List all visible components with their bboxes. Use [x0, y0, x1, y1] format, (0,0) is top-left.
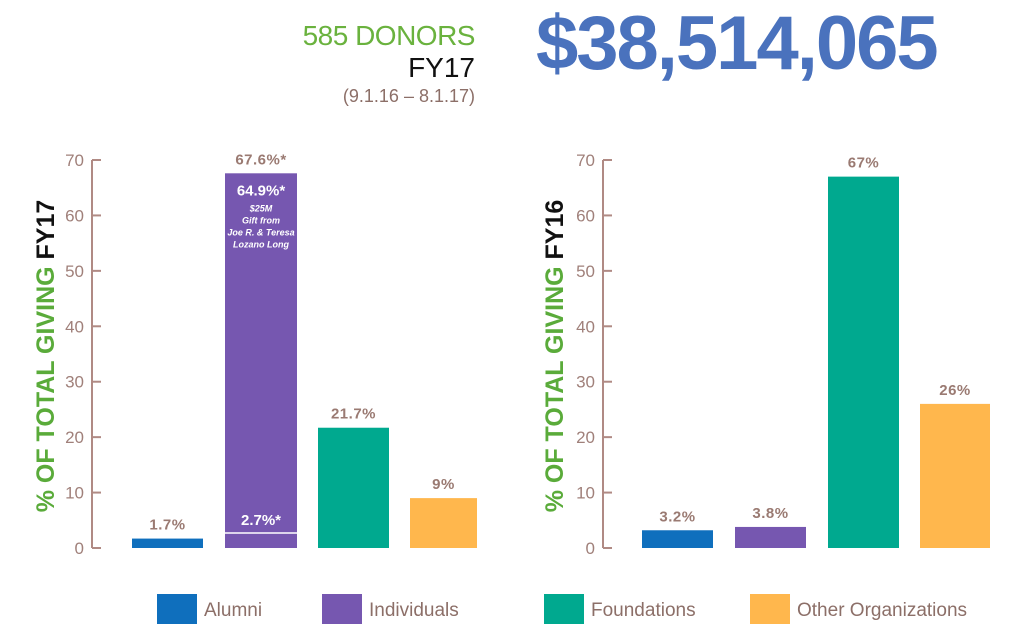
date-range: (9.1.16 – 8.1.17) [342, 86, 475, 106]
bar-foundations [318, 427, 389, 548]
y-tick-label: 40 [65, 317, 84, 336]
legend-label: Foundations [591, 600, 696, 621]
y-tick-label: 10 [65, 484, 84, 503]
total-giving-amount: $38,514,065 [536, 1, 939, 86]
bar-value-label: 3.8% [752, 505, 788, 522]
y-tick-label: 40 [576, 317, 595, 336]
y-axis-label-suffix: FY16 [541, 200, 569, 260]
bar-other-organizations [410, 498, 477, 548]
y-axis-label: % OF TOTAL GIVING FY17 [32, 200, 60, 513]
chart-fy17: 0 10 20 30 40 50 60 70 % OF TOTAL GIVING FY17 1.7… [32, 151, 477, 558]
bar-value-label: 1.7% [149, 517, 185, 534]
bar-alumni [642, 530, 713, 548]
chart-fy16: 0 10 20 30 40 50 60 70 % OF TOTAL GIVING FY16 3.2… [541, 151, 990, 558]
y-tick-label: 0 [75, 539, 84, 558]
y-tick-label: 10 [576, 484, 595, 503]
y-tick-label: 0 [586, 539, 595, 558]
bar-alumni [132, 538, 203, 548]
gift-note-line: $25M [249, 203, 273, 213]
bar-gift-label: 64.9%* [237, 182, 286, 199]
y-tick-label: 30 [576, 373, 595, 392]
gift-note-line: Gift from [242, 215, 280, 225]
legend-swatch [750, 594, 790, 624]
bar-individuals [225, 173, 297, 548]
gift-note-line: Joe R. & Teresa [227, 227, 294, 237]
bar-individuals [735, 526, 806, 548]
legend-item: Alumni [157, 594, 262, 624]
legend-item: Other Organizations [750, 594, 967, 624]
bar-value-label: 67.6%* [235, 151, 286, 168]
y-tick-label: 30 [65, 373, 84, 392]
legend-item: Foundations [544, 594, 696, 624]
donor-count: 585 DONORS [302, 20, 476, 51]
legend: Alumni Individuals Foundations Other Organi… [157, 594, 967, 624]
y-tick-label: 60 [65, 206, 84, 225]
legend-item: Individuals [322, 594, 459, 624]
y-tick-label: 50 [576, 262, 595, 281]
bar-value-label: 9% [432, 476, 455, 493]
y-axis-label-prefix: % OF TOTAL GIVING [32, 259, 60, 512]
y-tick-label: 50 [65, 262, 84, 281]
y-axis-label-prefix: % OF TOTAL GIVING [541, 259, 569, 512]
y-axis-label: % OF TOTAL GIVING FY16 [541, 200, 569, 513]
y-axis-label-suffix: FY17 [32, 200, 60, 260]
legend-label: Other Organizations [797, 600, 967, 621]
y-tick-label: 20 [576, 428, 595, 447]
y-tick-label: 70 [576, 151, 595, 170]
legend-swatch [157, 594, 197, 624]
legend-swatch [322, 594, 362, 624]
bar-foundations [828, 176, 899, 548]
legend-label: Individuals [369, 600, 459, 621]
bar-other-organizations [920, 403, 990, 548]
bar-value-label: 3.2% [659, 508, 695, 525]
bar-value-label: 67% [848, 155, 880, 172]
bar-base-label: 2.7%* [241, 512, 281, 529]
gift-note-line: Lozano Long [233, 239, 289, 249]
bar-value-label: 21.7% [331, 406, 376, 423]
fiscal-year-label: FY17 [408, 52, 475, 83]
y-tick-label: 60 [576, 206, 595, 225]
bar-value-label: 26% [939, 382, 971, 399]
y-tick-label: 70 [65, 151, 84, 170]
y-tick-label: 20 [65, 428, 84, 447]
legend-label: Alumni [204, 600, 262, 621]
legend-swatch [544, 594, 584, 624]
